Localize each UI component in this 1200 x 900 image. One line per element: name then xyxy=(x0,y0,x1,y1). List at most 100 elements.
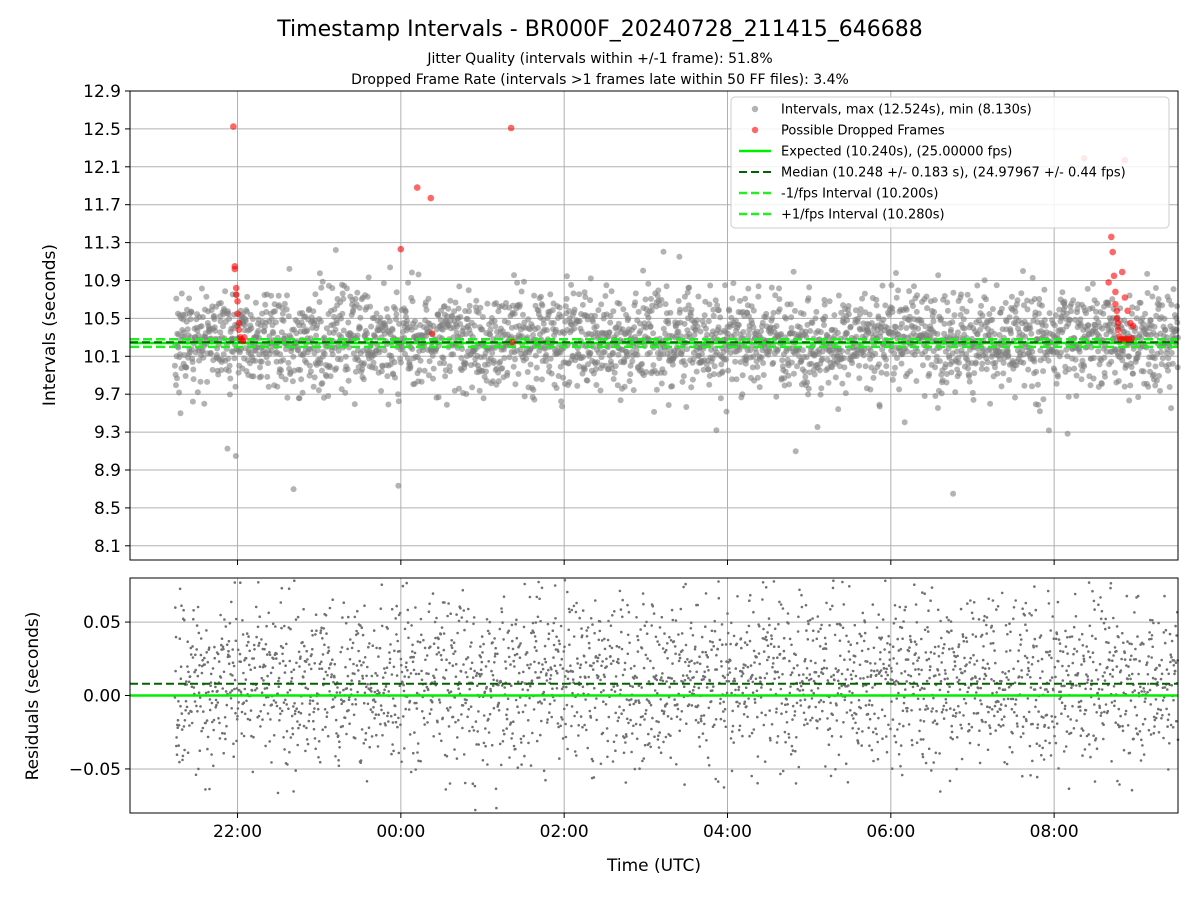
interval-point xyxy=(187,316,194,323)
residual-point xyxy=(594,599,597,602)
interval-point xyxy=(598,301,605,308)
residual-point xyxy=(816,719,819,723)
residual-point xyxy=(219,676,223,679)
residual-point xyxy=(298,723,302,727)
interval-point xyxy=(1036,296,1043,302)
interval-point xyxy=(252,299,259,306)
interval-point xyxy=(225,355,232,362)
residual-point xyxy=(459,606,462,610)
residual-point xyxy=(233,687,236,691)
residual-point xyxy=(298,665,301,668)
interval-point xyxy=(1067,317,1073,324)
residual-point xyxy=(770,634,773,637)
residual-point xyxy=(764,713,767,717)
interval-point xyxy=(883,370,890,377)
interval-point xyxy=(286,265,293,272)
interval-point xyxy=(283,306,290,313)
residual-point xyxy=(713,723,716,727)
residual-point xyxy=(174,669,177,673)
residual-point xyxy=(694,718,698,722)
interval-point xyxy=(631,324,638,331)
residual-point xyxy=(384,685,388,688)
interval-point xyxy=(530,386,537,393)
residual-point xyxy=(358,680,361,683)
interval-point xyxy=(364,293,371,300)
residual-point xyxy=(797,765,801,769)
interval-point xyxy=(987,400,994,407)
interval-point xyxy=(931,297,938,304)
residual-point xyxy=(748,599,751,602)
residual-point xyxy=(296,743,300,747)
interval-point xyxy=(265,360,271,367)
residual-point xyxy=(743,641,747,644)
residual-point xyxy=(444,668,448,672)
residual-point xyxy=(511,732,514,735)
interval-point xyxy=(360,376,367,383)
interval-point xyxy=(479,314,486,320)
residual-point xyxy=(427,672,430,676)
residual-point xyxy=(770,723,774,726)
interval-point xyxy=(546,363,553,370)
residual-point xyxy=(539,619,542,623)
residual-point xyxy=(187,670,190,674)
intervals-y-tick-label: 12.1 xyxy=(83,158,121,178)
interval-point xyxy=(883,363,890,370)
residual-point xyxy=(674,652,677,656)
interval-point xyxy=(440,355,447,362)
residual-point xyxy=(403,627,407,631)
residual-point xyxy=(477,710,480,713)
interval-point xyxy=(455,305,462,312)
residual-point xyxy=(335,732,338,735)
interval-point xyxy=(1152,285,1159,291)
residual-point xyxy=(846,668,849,671)
residual-point xyxy=(415,707,419,710)
residual-point xyxy=(467,707,471,711)
interval-point xyxy=(1135,394,1142,401)
residual-point xyxy=(780,712,783,715)
residual-point xyxy=(360,663,363,667)
residual-point xyxy=(723,676,726,679)
residual-point xyxy=(466,715,469,719)
residual-point xyxy=(350,679,354,682)
interval-point xyxy=(1115,378,1122,384)
residual-point xyxy=(196,710,199,713)
interval-point xyxy=(930,318,937,325)
interval-point xyxy=(456,385,462,392)
interval-point xyxy=(425,372,432,379)
interval-point xyxy=(249,316,256,322)
interval-point xyxy=(1020,359,1027,366)
residual-point xyxy=(245,632,249,635)
residual-point xyxy=(498,627,502,631)
residual-point xyxy=(572,635,576,638)
residual-point xyxy=(651,604,655,608)
interval-point xyxy=(680,373,687,380)
interval-point xyxy=(354,332,361,339)
residual-point xyxy=(824,647,828,650)
residual-point xyxy=(378,691,381,694)
interval-point xyxy=(719,368,726,375)
residual-point xyxy=(616,719,620,723)
residual-point xyxy=(342,601,346,604)
interval-point xyxy=(1145,361,1152,368)
interval-point xyxy=(620,306,627,313)
interval-point xyxy=(319,367,325,374)
residual-point xyxy=(692,676,695,679)
residual-point xyxy=(617,661,620,665)
interval-point xyxy=(676,253,683,260)
residual-point xyxy=(564,735,568,739)
residual-point xyxy=(502,729,505,732)
residual-point xyxy=(213,645,216,649)
residual-point xyxy=(296,615,300,619)
residual-point xyxy=(614,711,617,715)
residual-point xyxy=(669,756,672,759)
residual-point xyxy=(828,624,831,627)
interval-point xyxy=(723,408,730,415)
residual-point xyxy=(195,648,198,651)
interval-point xyxy=(1144,270,1151,277)
residual-point xyxy=(252,643,256,647)
interval-point xyxy=(910,303,916,309)
residual-point xyxy=(618,589,622,593)
interval-point xyxy=(285,313,292,320)
interval-point xyxy=(1036,408,1043,415)
interval-point xyxy=(1140,368,1147,375)
